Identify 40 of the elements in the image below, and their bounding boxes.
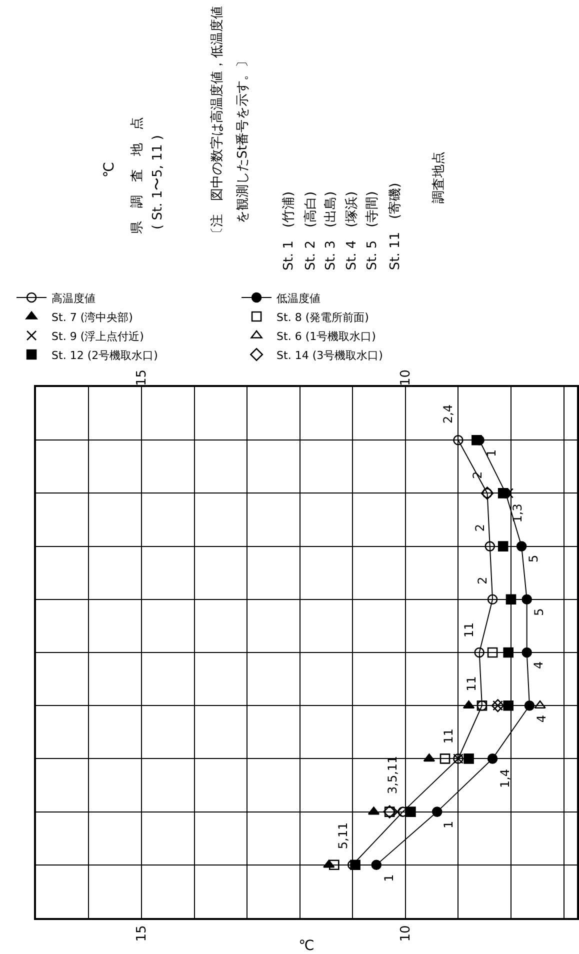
- text: St. 11 (寄磯): [387, 182, 404, 270]
- annotation: 1: [382, 874, 396, 882]
- legend-label: St. 6 (1号機取水口): [276, 330, 376, 343]
- annotation: 11: [442, 728, 456, 744]
- x2-tick-label: 15: [134, 369, 150, 386]
- annotation: 1: [484, 449, 499, 458]
- text: 調査地点: [431, 151, 446, 204]
- text: St. 1 (竹浦): [282, 191, 296, 270]
- annotation: 5: [526, 554, 541, 562]
- text: 県 調 査 地 点: [130, 117, 146, 234]
- legend-label: St. 9 (浮上点付近): [52, 330, 144, 343]
- x-axis-title: ℃: [298, 938, 314, 954]
- text: 〔注 図中の数字は高温度値，低温度値: [209, 6, 226, 240]
- annotation: 1,4: [498, 768, 512, 788]
- x2-axis-title: ℃: [102, 162, 118, 178]
- text: St. 3 (出島): [323, 191, 338, 270]
- text: ( St. 1〜5, 11 ): [150, 135, 166, 230]
- legend-label: 高温度値: [52, 292, 96, 305]
- annotation: 2: [473, 524, 488, 532]
- annotation: 1,3: [510, 504, 525, 523]
- annotation: 5,11: [336, 822, 350, 850]
- annotation: 11: [464, 676, 479, 692]
- text: を観測したSt番号を示す。〕: [236, 54, 251, 224]
- text: St. 4 (塚浜): [344, 191, 360, 270]
- annotation: 2,4: [440, 404, 455, 424]
- annotation: 11: [462, 622, 476, 638]
- text: St. 5 (寺間): [365, 191, 380, 270]
- annotation: 3,5,11: [386, 756, 400, 794]
- annotation: 2: [476, 576, 490, 584]
- text: St. 2 (高白): [302, 191, 318, 270]
- legend-label: St. 8 (発電所前面): [276, 310, 369, 324]
- legend-label: St. 14 (3号機取水口): [276, 348, 383, 362]
- annotation: 1: [442, 820, 456, 828]
- annotation: 4: [534, 715, 548, 723]
- legend-label: St. 7 (湾中央部): [52, 310, 133, 324]
- legend-label: 低温度値: [276, 292, 321, 305]
- annotation: 4: [532, 661, 546, 669]
- legend-label: St. 12 (2号機取水口): [52, 348, 158, 362]
- annotation: 5: [532, 608, 546, 616]
- x2-tick-label: 10: [398, 369, 414, 386]
